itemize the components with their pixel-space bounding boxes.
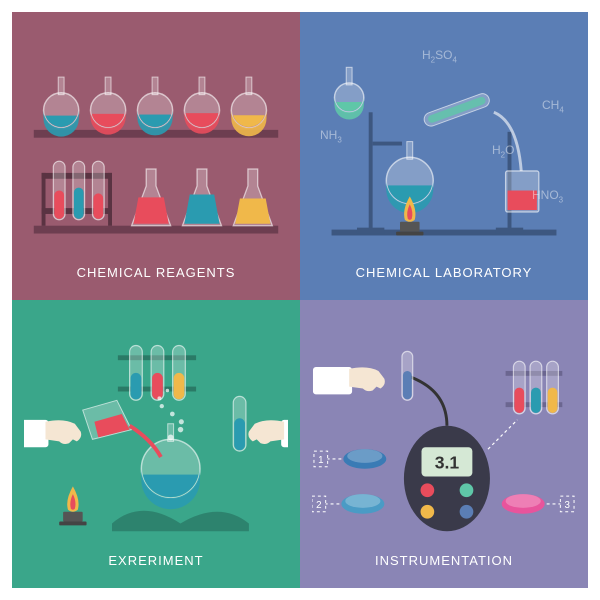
- experiment-caption: EXRERIMENT: [108, 553, 203, 568]
- instrumentation-caption: INSTRUMENTATION: [375, 553, 513, 568]
- panel-reagents: CHEMICAL REAGENTS: [12, 12, 300, 300]
- instrumentation-illustration: 3.1 1 2 3: [312, 316, 576, 553]
- svg-text:3.1: 3.1: [435, 453, 460, 473]
- panel-instrumentation: 3.1 1 2 3 INSTRUMENTATION: [300, 300, 588, 588]
- formula-label: CH4: [542, 98, 564, 114]
- laboratory-illustration: H2SO4 NH3 CH4 H2O HNO3: [312, 28, 576, 265]
- svg-text:3: 3: [564, 500, 569, 511]
- panel-experiment: EXRERIMENT: [12, 300, 300, 588]
- formula-label: NH3: [320, 128, 342, 144]
- formula-label: HNO3: [532, 188, 563, 204]
- laboratory-caption: CHEMICAL LABORATORY: [356, 265, 533, 280]
- svg-text:1: 1: [318, 455, 323, 466]
- panel-laboratory: H2SO4 NH3 CH4 H2O HNO3 CHEMICAL LABORATORY: [300, 12, 588, 300]
- reagents-illustration: [24, 28, 288, 265]
- experiment-illustration: [24, 316, 288, 553]
- svg-text:2: 2: [316, 500, 321, 511]
- formula-label: H2O: [492, 143, 514, 159]
- formula-label: H2SO4: [422, 48, 457, 64]
- reagents-caption: CHEMICAL REAGENTS: [77, 265, 236, 280]
